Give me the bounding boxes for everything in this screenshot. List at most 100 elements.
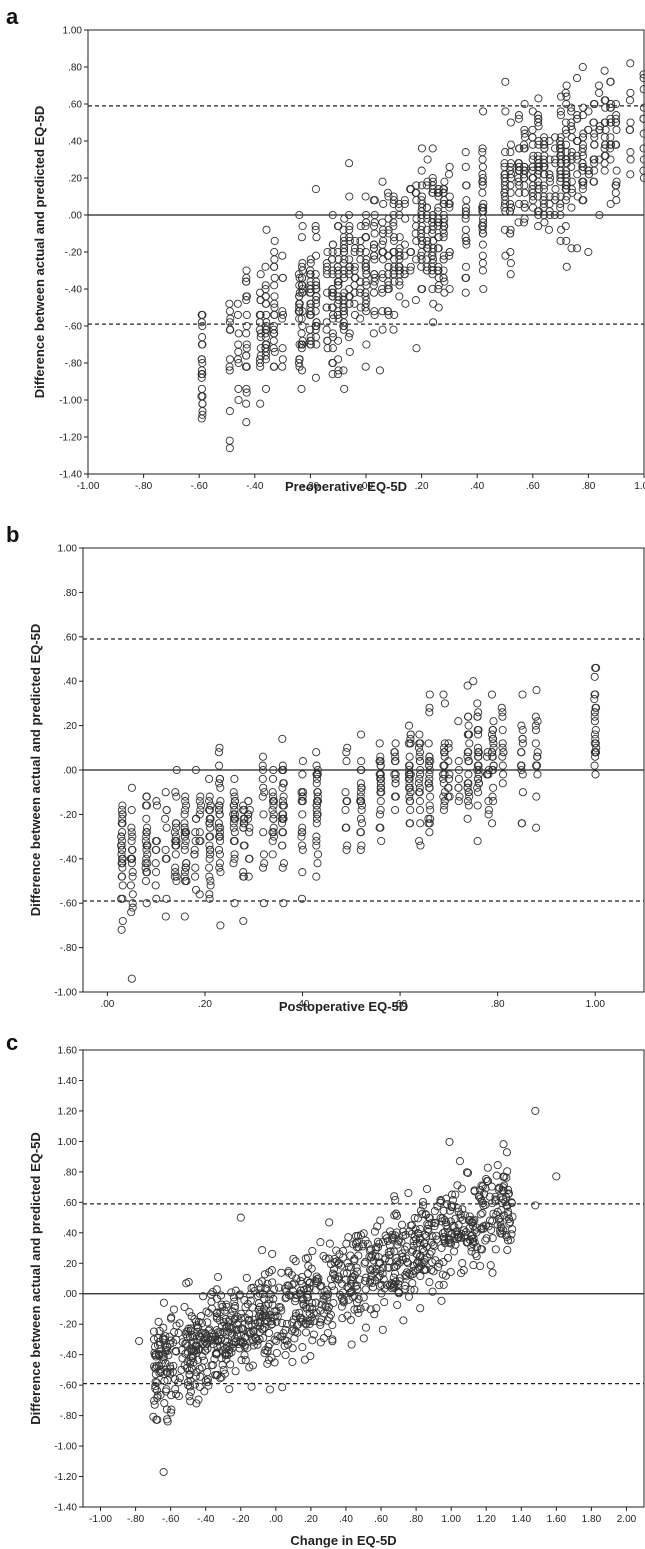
data-point bbox=[242, 266, 251, 275]
data-point bbox=[135, 1336, 144, 1346]
data-point bbox=[532, 686, 541, 695]
data-point bbox=[496, 1193, 505, 1202]
data-point bbox=[216, 1374, 225, 1383]
data-point bbox=[492, 1171, 501, 1180]
data-point bbox=[333, 266, 342, 275]
data-point bbox=[429, 299, 438, 308]
data-point bbox=[191, 872, 200, 881]
data-point bbox=[345, 266, 354, 275]
data-point bbox=[539, 192, 548, 201]
data-point bbox=[261, 262, 270, 271]
data-point bbox=[323, 247, 332, 257]
data-point bbox=[222, 1355, 231, 1364]
data-point bbox=[297, 828, 306, 837]
data-point bbox=[234, 384, 243, 393]
data-point bbox=[236, 1331, 245, 1340]
x-axis-label: Postoperative EQ-5D bbox=[279, 999, 408, 1014]
data-point bbox=[360, 1276, 369, 1285]
data-point bbox=[278, 810, 287, 819]
data-point bbox=[376, 761, 385, 770]
data-point bbox=[353, 1285, 362, 1294]
data-point bbox=[150, 1362, 159, 1371]
data-point bbox=[411, 1225, 420, 1234]
data-point bbox=[308, 1246, 317, 1256]
data-point bbox=[204, 1381, 213, 1390]
data-point bbox=[409, 1237, 418, 1246]
data-point bbox=[444, 739, 453, 748]
data-point bbox=[400, 240, 409, 249]
data-point bbox=[287, 1326, 297, 1335]
data-point bbox=[216, 832, 225, 841]
data-point bbox=[376, 1216, 385, 1225]
data-point bbox=[345, 222, 354, 231]
data-point bbox=[356, 1231, 366, 1240]
data-point bbox=[539, 196, 548, 205]
data-point bbox=[224, 1349, 234, 1358]
data-point bbox=[591, 752, 600, 761]
data-point bbox=[128, 868, 137, 877]
data-point bbox=[406, 730, 415, 739]
data-point bbox=[205, 814, 215, 823]
data-point bbox=[584, 247, 593, 257]
data-point bbox=[192, 1334, 201, 1343]
data-point bbox=[415, 730, 424, 739]
data-point bbox=[298, 810, 307, 819]
data-point bbox=[228, 1307, 237, 1316]
data-point bbox=[269, 765, 278, 775]
data-point bbox=[498, 752, 507, 761]
data-point bbox=[127, 828, 136, 837]
data-point bbox=[281, 1294, 290, 1303]
data-point bbox=[316, 1238, 325, 1247]
data-point bbox=[215, 859, 224, 868]
data-point bbox=[562, 140, 571, 149]
data-point bbox=[163, 1417, 172, 1426]
y-tick-label: -.80 bbox=[60, 943, 78, 954]
data-point bbox=[157, 1359, 166, 1368]
data-point bbox=[334, 366, 343, 375]
data-point bbox=[242, 1273, 251, 1282]
data-point bbox=[343, 743, 352, 752]
data-point bbox=[519, 144, 529, 153]
data-point bbox=[401, 1270, 410, 1279]
data-point bbox=[161, 1359, 170, 1368]
data-point bbox=[350, 1305, 359, 1314]
data-point bbox=[142, 845, 151, 854]
data-point bbox=[378, 284, 387, 294]
data-point bbox=[445, 203, 454, 212]
data-point bbox=[375, 739, 384, 748]
data-point bbox=[269, 828, 278, 837]
data-point bbox=[205, 894, 214, 903]
data-point bbox=[268, 805, 277, 815]
data-point bbox=[234, 329, 243, 338]
data-point bbox=[410, 1214, 419, 1223]
data-point bbox=[356, 792, 365, 801]
data-point bbox=[441, 1218, 451, 1227]
data-point bbox=[376, 757, 385, 766]
data-point bbox=[437, 1243, 446, 1252]
data-point bbox=[333, 281, 343, 290]
data-point bbox=[197, 366, 206, 375]
data-point bbox=[422, 181, 431, 190]
data-point bbox=[161, 1332, 170, 1341]
data-point bbox=[312, 292, 321, 301]
data-point bbox=[261, 351, 270, 360]
data-point bbox=[231, 814, 240, 823]
data-point bbox=[186, 1387, 195, 1396]
data-point bbox=[245, 854, 254, 863]
data-point bbox=[328, 1269, 338, 1278]
data-point bbox=[417, 262, 426, 271]
data-point bbox=[357, 797, 366, 806]
data-point bbox=[270, 281, 279, 290]
data-point bbox=[499, 1172, 508, 1181]
data-point bbox=[117, 841, 126, 850]
data-point bbox=[258, 774, 267, 783]
data-point bbox=[298, 1315, 308, 1324]
data-point bbox=[601, 103, 610, 112]
data-point bbox=[482, 1234, 491, 1243]
data-point bbox=[216, 836, 225, 846]
data-point bbox=[567, 125, 576, 134]
data-point bbox=[626, 88, 635, 97]
x-tick-label: .60 bbox=[526, 481, 540, 492]
y-tick-label: .00 bbox=[63, 1289, 77, 1300]
data-point bbox=[395, 1277, 404, 1286]
